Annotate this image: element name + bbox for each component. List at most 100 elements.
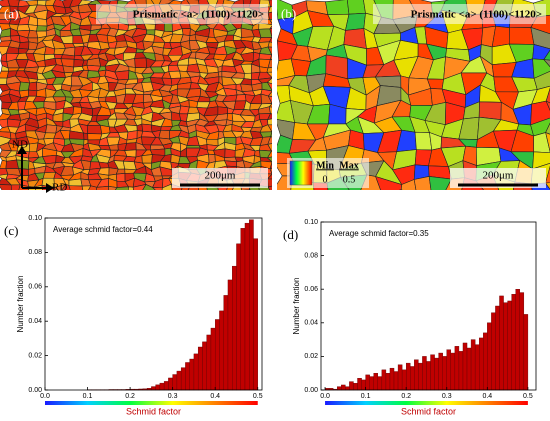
grain: [360, 191, 382, 210]
bar: [214, 319, 220, 391]
bar: [244, 222, 250, 391]
annotation: Average schmid factor=0.35: [329, 229, 429, 238]
grain: [95, 185, 109, 190]
grain: [429, 192, 446, 205]
grain: [235, 94, 247, 102]
grain: [261, 81, 272, 92]
x-tick-label: 0.0: [40, 393, 50, 400]
bar: [185, 362, 190, 391]
grain: [86, 124, 103, 135]
y-tick-label: 0.10: [304, 219, 318, 226]
bar: [495, 305, 500, 391]
bar: [491, 312, 496, 391]
bar: [430, 354, 435, 391]
grain: [224, 148, 236, 159]
grain: [5, 46, 20, 54]
grain: [269, 28, 272, 38]
grain: [88, 185, 98, 190]
grain: [124, 142, 137, 151]
grain: [99, 124, 111, 135]
bar: [414, 359, 419, 391]
grain: [18, 81, 30, 92]
grain: [533, 193, 550, 206]
grain: [37, 18, 48, 27]
grain: [271, 193, 292, 215]
grain: [18, 41, 30, 50]
bar: [197, 346, 203, 391]
grain: [413, 176, 432, 190]
grain: [187, 192, 200, 199]
grain: [62, 65, 75, 74]
grain: [164, 22, 173, 33]
bar: [377, 376, 383, 391]
grain: [36, 25, 48, 32]
y-tick-label: 0.00: [304, 387, 318, 394]
bar: [434, 357, 439, 391]
grain: [153, 191, 162, 200]
grain: [180, 193, 192, 200]
grain: [151, 187, 163, 190]
grain: [0, 77, 8, 85]
bar: [462, 342, 468, 391]
bar: [176, 370, 182, 391]
colorbar: [45, 401, 258, 405]
x-tick-label: 0.5: [523, 393, 533, 400]
grain: [123, 191, 133, 199]
grain: [0, 184, 12, 190]
grain: [545, 87, 550, 104]
grain: [127, 186, 134, 190]
grain: [12, 194, 18, 200]
axis-name: RD: [52, 182, 67, 194]
grain: [197, 192, 208, 200]
grain: [350, 191, 362, 213]
bar: [446, 349, 452, 391]
bar: [159, 382, 165, 391]
axis-name: ND: [12, 139, 28, 151]
grain: [290, 195, 314, 215]
grain: [533, 70, 550, 90]
grain: [400, 189, 403, 190]
bar: [458, 351, 464, 391]
bar: [365, 374, 370, 391]
grain: [266, 71, 272, 78]
grain: [168, 70, 182, 79]
legend-max: 0.5: [343, 174, 356, 185]
bar: [410, 366, 415, 391]
grain: [460, 194, 487, 209]
bar: [353, 383, 358, 391]
bar: [454, 346, 460, 391]
y-tick-label: 0.04: [304, 320, 318, 327]
arrow-head: [46, 183, 54, 193]
bar: [511, 294, 516, 391]
bar: [172, 374, 178, 391]
grain: [161, 191, 172, 198]
grain: [347, 0, 366, 15]
bar: [499, 295, 504, 391]
x-tick-label: 0.4: [482, 393, 492, 400]
title-box: [96, 4, 268, 24]
grain: [42, 171, 57, 179]
grain: [266, 77, 272, 85]
grain: [267, 6, 272, 14]
grain: [313, 195, 332, 208]
grain: [207, 191, 218, 199]
grain: [98, 96, 107, 102]
bar: [523, 314, 529, 391]
arrow-head: [17, 146, 27, 154]
grain: [36, 0, 47, 6]
grain: [267, 59, 272, 69]
grain: [269, 167, 272, 175]
grain: [492, 192, 514, 208]
bar: [341, 384, 346, 391]
bar: [219, 310, 224, 391]
grain: [258, 28, 272, 38]
grain: [267, 41, 272, 48]
grain: [115, 191, 128, 198]
grain: [222, 191, 235, 200]
panel-title: Prismatic <a> (1100)<1120>: [411, 9, 542, 21]
grain: [88, 191, 99, 199]
grain: [96, 191, 108, 199]
bar: [373, 373, 378, 391]
grain: [269, 54, 272, 60]
